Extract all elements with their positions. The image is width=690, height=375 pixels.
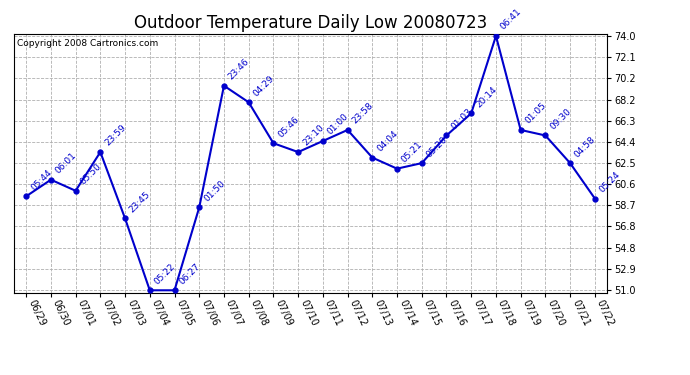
Text: 06:41: 06:41 bbox=[499, 7, 523, 32]
Text: Copyright 2008 Cartronics.com: Copyright 2008 Cartronics.com bbox=[17, 39, 158, 48]
Text: 20:14: 20:14 bbox=[474, 85, 498, 109]
Text: 23:46: 23:46 bbox=[227, 57, 251, 81]
Title: Outdoor Temperature Daily Low 20080723: Outdoor Temperature Daily Low 20080723 bbox=[134, 14, 487, 32]
Text: 23:10: 23:10 bbox=[301, 123, 326, 148]
Text: 01:05: 01:05 bbox=[524, 101, 548, 126]
Text: 01:00: 01:00 bbox=[326, 112, 351, 137]
Text: 04:58: 04:58 bbox=[573, 134, 598, 159]
Text: 04:29: 04:29 bbox=[251, 74, 276, 98]
Text: 23:45: 23:45 bbox=[128, 190, 152, 214]
Text: 05:44: 05:44 bbox=[29, 168, 53, 192]
Text: 05:50: 05:50 bbox=[79, 162, 103, 187]
Text: 05:22: 05:22 bbox=[152, 262, 177, 286]
Text: 05:20: 05:20 bbox=[424, 134, 449, 159]
Text: 05:21: 05:21 bbox=[400, 140, 424, 165]
Text: 23:58: 23:58 bbox=[351, 101, 375, 126]
Text: 09:30: 09:30 bbox=[548, 106, 573, 131]
Text: 05:46: 05:46 bbox=[276, 114, 301, 139]
Text: 23:59: 23:59 bbox=[103, 123, 128, 148]
Text: 04:04: 04:04 bbox=[375, 129, 400, 153]
Text: 01:50: 01:50 bbox=[202, 178, 227, 203]
Text: 05:24: 05:24 bbox=[598, 170, 622, 194]
Text: 06:27: 06:27 bbox=[177, 261, 202, 286]
Text: 01:03: 01:03 bbox=[449, 106, 474, 131]
Text: 06:01: 06:01 bbox=[54, 151, 79, 176]
